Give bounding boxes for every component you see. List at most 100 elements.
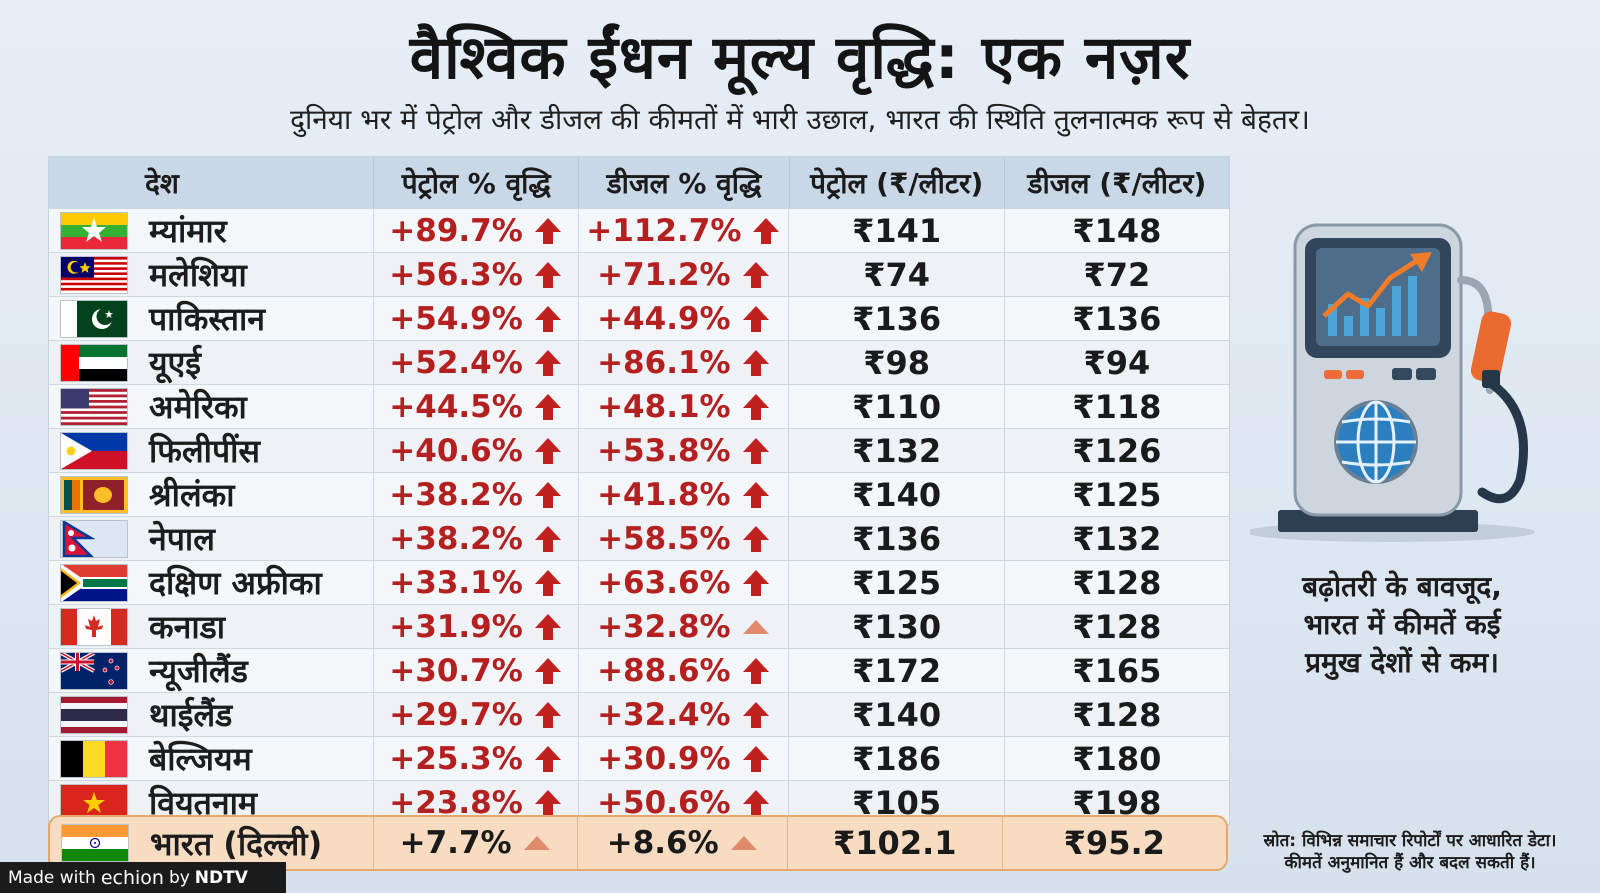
page-subtitle: दुनिया भर में पेट्रोल और डीजल की कीमतों … bbox=[290, 103, 1310, 136]
up-arrow-icon bbox=[742, 305, 769, 332]
page-title: वैश्विक ईंधन मूल्य वृद्धि: एक नज़र bbox=[409, 23, 1191, 93]
belgium-flag bbox=[61, 740, 127, 777]
up-arrow-icon bbox=[742, 789, 769, 816]
country-name: पाकिस्तान bbox=[149, 300, 266, 338]
petrol-pct: +30.7% bbox=[389, 652, 523, 689]
diesel-price: ₹136 bbox=[1072, 299, 1162, 338]
table-row: यूएई +52.4% +86.1% ₹98 ₹94 bbox=[49, 340, 1229, 384]
table-row: फिलीपींस +40.6% +53.8% ₹132 ₹126 bbox=[49, 428, 1229, 472]
diesel-pct: +88.6% bbox=[597, 652, 731, 689]
country-name: यूएई bbox=[149, 344, 201, 382]
petrol-price: ₹125 bbox=[852, 563, 942, 602]
up-arrow-icon bbox=[742, 569, 769, 596]
diesel-pct: +48.1% bbox=[597, 388, 731, 425]
up-arrow-icon bbox=[742, 261, 769, 288]
up-arrow-icon bbox=[742, 437, 769, 464]
table-row: न्यूजीलैंड +30.7% +88.6% ₹172 ₹165 bbox=[49, 648, 1229, 692]
canada-flag bbox=[61, 608, 127, 645]
up-arrow-icon bbox=[534, 745, 561, 772]
up-arrow-icon bbox=[534, 481, 561, 508]
petrol-pct: +89.7% bbox=[389, 212, 523, 249]
up-arrow-icon bbox=[534, 657, 561, 684]
petrol-price: ₹136 bbox=[852, 299, 942, 338]
table-row: बेल्जियम +25.3% +30.9% ₹186 ₹180 bbox=[49, 736, 1229, 780]
petrol-price: ₹130 bbox=[852, 607, 942, 646]
petrol-pct: +7.7% bbox=[399, 825, 512, 861]
diesel-pct: +30.9% bbox=[597, 740, 731, 777]
south-africa-flag bbox=[61, 564, 127, 601]
petrol-pct: +38.2% bbox=[389, 520, 523, 557]
up-arrow-icon bbox=[534, 789, 561, 816]
diesel-pct: +32.4% bbox=[597, 696, 731, 733]
up-arrow-icon bbox=[742, 349, 769, 376]
made-with-badge: Made with echion by NDTV bbox=[0, 862, 286, 893]
table-row: कनाडा +31.9% +32.8% ₹130 ₹128 bbox=[49, 604, 1229, 648]
diesel-pct: +86.1% bbox=[597, 344, 731, 381]
country-name: न्यूजीलैंड bbox=[149, 652, 248, 690]
up-arrow-icon bbox=[742, 481, 769, 508]
country-name: थाईलैंड bbox=[149, 696, 233, 734]
diesel-pct: +53.8% bbox=[597, 432, 731, 469]
up-arrow-icon bbox=[534, 393, 561, 420]
up-arrow-icon bbox=[742, 393, 769, 420]
usa-flag bbox=[61, 388, 127, 425]
petrol-price: ₹74 bbox=[863, 255, 931, 294]
table-row: अमेरिका +44.5% +48.1% ₹110 ₹118 bbox=[49, 384, 1229, 428]
up-triangle-icon bbox=[730, 836, 757, 850]
india-highlight-row: भारत (दिल्ली) +7.7% +8.6% ₹102.1 ₹95.2 bbox=[48, 815, 1228, 871]
petrol-price: ₹132 bbox=[852, 431, 942, 470]
petrol-pct: +40.6% bbox=[389, 432, 523, 469]
sri-lanka-flag bbox=[61, 476, 127, 513]
table-row: श्रीलंका +38.2% +41.8% ₹140 ₹125 bbox=[49, 472, 1229, 516]
diesel-price: ₹94 bbox=[1083, 343, 1151, 382]
fuel-price-table: देश पेट्रोल % वृद्धि डीजल % वृद्धि पेट्र… bbox=[48, 156, 1230, 825]
petrol-pct: +38.2% bbox=[389, 476, 523, 513]
petrol-price: ₹141 bbox=[852, 211, 942, 250]
diesel-pct: +71.2% bbox=[597, 256, 731, 293]
diesel-pct: +41.8% bbox=[597, 476, 731, 513]
up-arrow-icon bbox=[742, 745, 769, 772]
diesel-price: ₹72 bbox=[1083, 255, 1151, 294]
diesel-price: ₹95.2 bbox=[1063, 824, 1165, 862]
philippines-flag bbox=[61, 432, 127, 469]
pakistan-flag bbox=[61, 300, 127, 337]
petrol-price: ₹140 bbox=[852, 695, 942, 734]
diesel-price: ₹125 bbox=[1072, 475, 1162, 514]
country-name: म्यांमार bbox=[149, 212, 227, 250]
petrol-price: ₹186 bbox=[852, 739, 942, 778]
myanmar-flag bbox=[61, 212, 127, 249]
diesel-price: ₹128 bbox=[1072, 695, 1162, 734]
header-diesel-price: डीजल (₹/लीटर) bbox=[1003, 157, 1229, 208]
country-name: बेल्जियम bbox=[149, 740, 252, 778]
header-petrol-price: पेट्रोल (₹/लीटर) bbox=[788, 157, 1004, 208]
country-name: श्रीलंका bbox=[149, 476, 235, 514]
country-name: अमेरिका bbox=[149, 388, 247, 426]
diesel-pct: +50.6% bbox=[597, 784, 731, 821]
uae-flag bbox=[61, 344, 127, 381]
nepal-flag bbox=[61, 520, 127, 557]
table-row: मलेशिया +56.3% +71.2% ₹74 ₹72 bbox=[49, 252, 1229, 296]
diesel-pct: +44.9% bbox=[597, 300, 731, 337]
petrol-pct: +25.3% bbox=[389, 740, 523, 777]
diesel-price: ₹165 bbox=[1072, 651, 1162, 690]
table-row: थाईलैंड +29.7% +32.4% ₹140 ₹128 bbox=[49, 692, 1229, 736]
up-triangle-icon bbox=[523, 836, 550, 850]
petrol-pct: +44.5% bbox=[389, 388, 523, 425]
diesel-price: ₹126 bbox=[1072, 431, 1162, 470]
country-name: दक्षिण अफ्रीका bbox=[149, 564, 322, 602]
country-name: मलेशिया bbox=[149, 256, 247, 294]
petrol-price: ₹136 bbox=[852, 519, 942, 558]
petrol-price: ₹140 bbox=[852, 475, 942, 514]
diesel-price: ₹128 bbox=[1072, 607, 1162, 646]
up-arrow-icon bbox=[534, 525, 561, 552]
diesel-pct: +58.5% bbox=[597, 520, 731, 557]
petrol-pct: +29.7% bbox=[389, 696, 523, 733]
petrol-pct: +54.9% bbox=[389, 300, 523, 337]
up-arrow-icon bbox=[742, 525, 769, 552]
diesel-price: ₹148 bbox=[1072, 211, 1162, 250]
table-row: पाकिस्तान +54.9% +44.9% ₹136 ₹136 bbox=[49, 296, 1229, 340]
table-body: म्यांमार +89.7% +112.7% ₹141 ₹148 मलेशिया +56.… bbox=[49, 208, 1229, 824]
country-name: नेपाल bbox=[149, 520, 215, 558]
diesel-price: ₹128 bbox=[1072, 563, 1162, 602]
petrol-price: ₹98 bbox=[863, 343, 931, 382]
